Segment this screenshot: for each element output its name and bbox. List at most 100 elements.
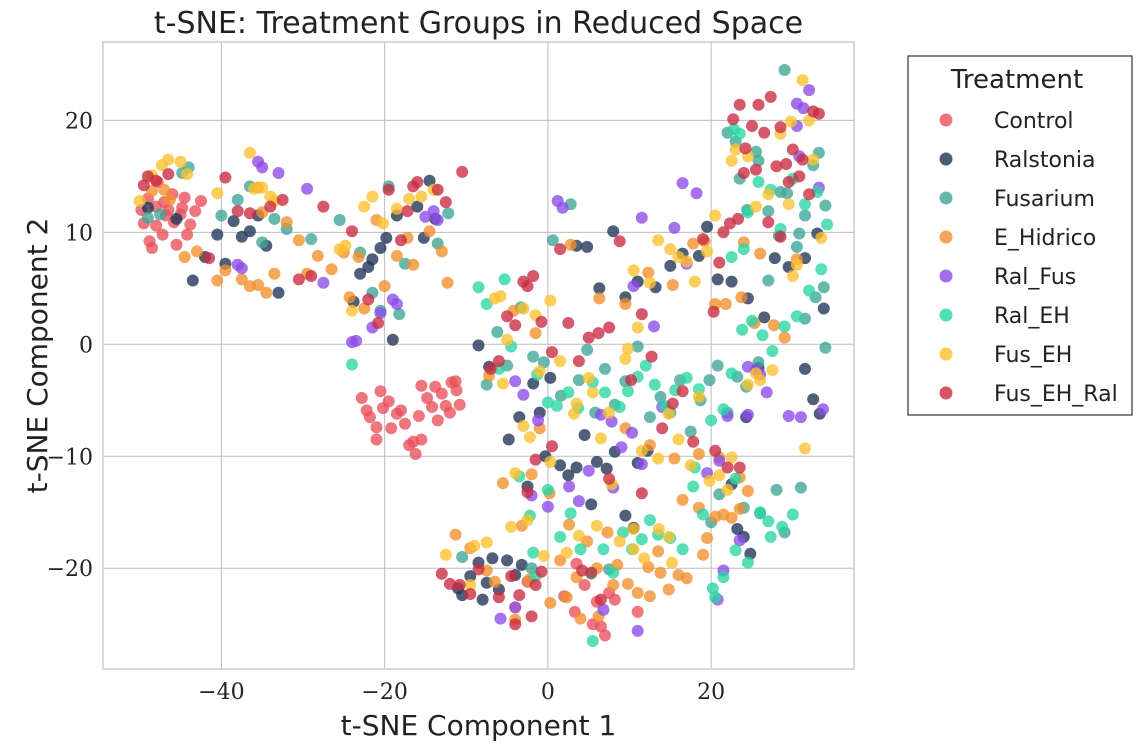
scatter-point xyxy=(141,211,154,224)
scatter-point xyxy=(243,146,256,159)
scatter-point xyxy=(521,514,534,527)
scatter-point xyxy=(578,429,591,441)
scatter-point xyxy=(752,176,765,188)
scatter-point xyxy=(501,333,514,346)
legend-label: E_Hidrico xyxy=(994,226,1096,251)
scatter-point xyxy=(533,365,546,378)
scatter-point xyxy=(680,371,693,384)
scatter-point xyxy=(541,483,554,496)
legend-marker xyxy=(939,269,953,283)
scatter-point xyxy=(701,245,714,258)
scatter-point xyxy=(377,217,389,230)
scatter-point xyxy=(719,298,732,310)
scatter-point xyxy=(725,251,738,263)
scatter-point xyxy=(497,377,509,390)
scatter-point xyxy=(264,200,277,213)
scatter-point xyxy=(544,294,557,307)
scatter-point xyxy=(676,385,689,398)
scatter-point xyxy=(603,321,616,334)
scatter-point xyxy=(468,539,481,552)
scatter-point xyxy=(692,448,705,460)
scatter-point xyxy=(768,252,781,265)
scatter-point xyxy=(793,227,806,240)
scatter-point xyxy=(393,308,406,321)
scatter-point xyxy=(668,221,681,234)
scatter-point xyxy=(464,570,477,583)
scatter-point xyxy=(733,502,746,515)
scatter-point xyxy=(174,155,187,168)
scatter-point xyxy=(435,567,448,580)
scatter-point xyxy=(546,440,558,453)
scatter-point xyxy=(762,515,775,528)
scatter-point xyxy=(642,266,655,279)
scatter-point xyxy=(725,154,738,167)
scatter-point xyxy=(529,453,542,466)
scatter-point xyxy=(709,209,722,222)
scatter-point xyxy=(672,251,685,263)
scatter-point xyxy=(758,311,771,324)
scatter-point xyxy=(243,207,256,220)
scatter-point xyxy=(374,385,387,398)
scatter-point xyxy=(439,548,452,561)
scatter-point xyxy=(692,390,705,403)
scatter-point xyxy=(574,543,587,556)
scatter-point xyxy=(243,225,256,238)
scatter-point xyxy=(664,259,677,272)
scatter-point xyxy=(554,554,567,567)
scatter-point xyxy=(819,341,832,354)
scatter-point xyxy=(617,526,629,539)
scatter-point xyxy=(141,201,154,214)
scatter-point xyxy=(780,158,793,170)
scatter-point xyxy=(687,480,700,493)
scatter-point xyxy=(586,386,599,399)
scatter-point xyxy=(626,426,638,439)
scatter-point xyxy=(464,588,477,600)
scatter-point xyxy=(709,444,722,457)
scatter-point xyxy=(450,384,463,397)
scatter-point xyxy=(412,410,425,422)
scatter-point xyxy=(431,214,444,226)
scatter-point xyxy=(725,451,738,464)
scatter-point xyxy=(203,252,216,265)
scatter-point xyxy=(189,205,202,218)
legend-item: Control xyxy=(939,109,1074,134)
scatter-point xyxy=(582,331,595,344)
scatter-point xyxy=(737,243,750,256)
series-control xyxy=(135,176,644,642)
scatter-point xyxy=(439,196,452,209)
scatter-point xyxy=(260,286,273,299)
scatter-point xyxy=(741,556,754,569)
scatter-point xyxy=(472,563,485,576)
legend-marker xyxy=(939,113,953,127)
scatter-point xyxy=(488,575,501,588)
scatter-point xyxy=(366,190,379,203)
scatter-point xyxy=(158,183,171,196)
scatter-point xyxy=(709,591,722,604)
scatter-point xyxy=(688,275,701,288)
scatter-point xyxy=(684,459,697,472)
scatter-point xyxy=(256,161,269,174)
scatter-point xyxy=(411,176,424,188)
scatter-point xyxy=(662,583,675,596)
scatter-point xyxy=(535,565,548,578)
scatter-point xyxy=(756,329,769,342)
scatter-point xyxy=(817,403,829,416)
scatter-point xyxy=(395,234,407,247)
scatter-point xyxy=(529,579,542,591)
scatter-point xyxy=(576,564,589,577)
scatter-point xyxy=(578,579,591,591)
scatter-point xyxy=(735,291,748,304)
scatter-point xyxy=(713,469,726,482)
scatter-point xyxy=(782,198,795,211)
scatter-point xyxy=(211,274,224,287)
legend-marker xyxy=(939,308,953,322)
legend-marker xyxy=(939,347,953,361)
scatter-point xyxy=(537,549,550,562)
scatter-point xyxy=(778,331,791,344)
scatter-point xyxy=(581,240,594,253)
scatter-point xyxy=(563,480,576,493)
scatter-point xyxy=(586,635,599,647)
scatter-point xyxy=(562,317,575,329)
scatter-point xyxy=(621,577,634,590)
scatter-point xyxy=(717,226,730,239)
